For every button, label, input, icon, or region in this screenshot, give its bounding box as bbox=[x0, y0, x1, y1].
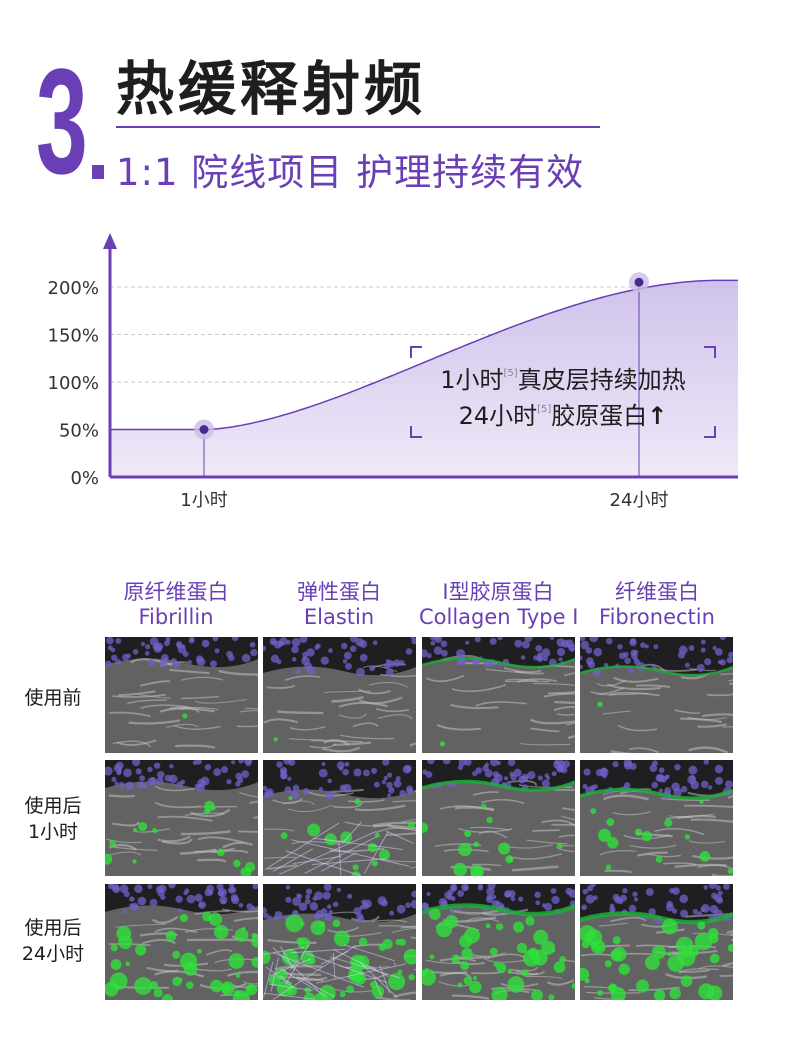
column-header-elastin: 弹性蛋白 Elastin bbox=[297, 580, 381, 629]
y-tick-label: 100% bbox=[48, 373, 99, 394]
effect-area-chart: 0% 50% 100% 150% 200% 1小时 24小时 bbox=[48, 233, 738, 511]
column-header-fibronectin: 纤维蛋白 Fibronectin bbox=[599, 580, 715, 629]
callout-corner-tr bbox=[704, 346, 716, 358]
reference-mark: [5] bbox=[537, 404, 552, 415]
x-tick-label: 1小时 bbox=[180, 490, 227, 511]
data-point bbox=[634, 277, 644, 287]
row-label-after-24h: 使用后 24小时 bbox=[21, 917, 85, 965]
y-axis-arrow-icon bbox=[103, 233, 117, 249]
microscopy-image bbox=[263, 760, 416, 876]
up-arrow-icon: ↑ bbox=[647, 402, 668, 430]
callout-corner-br bbox=[704, 426, 716, 438]
microscopy-image bbox=[422, 637, 575, 753]
page-subtitle: 1:1 院线项目 护理持续有效 bbox=[116, 151, 585, 194]
section-number-dot bbox=[92, 165, 104, 179]
y-tick-label: 0% bbox=[70, 468, 99, 489]
title-divider bbox=[116, 126, 600, 128]
data-point bbox=[199, 425, 209, 434]
chart-callout-box: 1小时[5]真皮层持续加热 24小时[5]胶原蛋白↑ bbox=[410, 346, 716, 438]
microscopy-image bbox=[105, 884, 258, 1000]
section-number: 3 bbox=[36, 37, 88, 205]
row-label-after-1h: 使用后 1小时 bbox=[24, 795, 82, 843]
microscopy-image bbox=[422, 760, 575, 876]
column-header-fibrillin: 原纤维蛋白 Fibrillin bbox=[123, 580, 229, 629]
microscopy-image bbox=[263, 637, 416, 753]
microscopy-image bbox=[105, 637, 258, 753]
y-tick-label: 150% bbox=[48, 326, 99, 347]
reference-mark: [5] bbox=[503, 368, 518, 379]
y-tick-label: 50% bbox=[59, 421, 99, 442]
chart-area-fill bbox=[110, 280, 738, 477]
microscopy-image bbox=[580, 637, 733, 753]
microscopy-image bbox=[105, 760, 258, 876]
microscopy-image bbox=[580, 884, 733, 1000]
y-tick-label: 200% bbox=[48, 278, 99, 299]
x-tick-label: 24小时 bbox=[610, 490, 669, 511]
row-label-before: 使用前 bbox=[24, 687, 82, 709]
microscopy-image bbox=[580, 760, 733, 876]
callout-corner-bl bbox=[410, 426, 422, 438]
column-header-collagen: I型胶原蛋白 Collagen Type I bbox=[419, 580, 579, 629]
callout-line-2: 24小时[5]胶原蛋白↑ bbox=[458, 402, 668, 430]
page-title: 热缓释射频 bbox=[116, 55, 427, 123]
callout-corner-tl bbox=[410, 346, 422, 358]
callout-line-1: 1小时[5]真皮层持续加热 bbox=[440, 366, 686, 394]
microscopy-image bbox=[422, 884, 575, 1000]
microscopy-image bbox=[263, 884, 416, 1000]
